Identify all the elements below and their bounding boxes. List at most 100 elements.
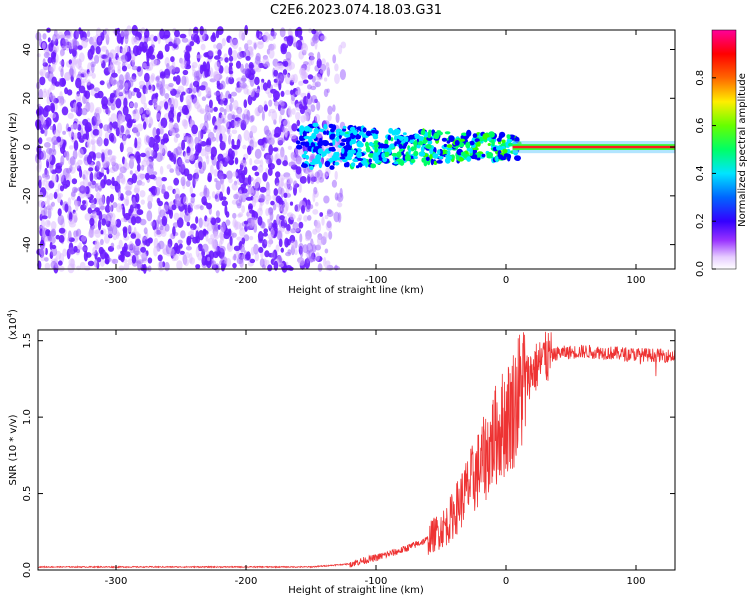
spectrogram-noise-cell: [68, 258, 76, 267]
spectrogram-noise-cell: [238, 30, 244, 40]
spectrogram-noise-cell: [180, 176, 186, 187]
spectrogram-noise-cell: [286, 223, 291, 232]
spectrogram-signal-cell: [309, 165, 314, 170]
spectrogram-noise-cell: [145, 172, 150, 181]
spectrogram-signal-cell: [303, 150, 308, 155]
spectrogram-noise-cell: [74, 162, 80, 169]
snr-series-line: [37, 331, 676, 569]
snr-x-tick-label: -300: [105, 576, 128, 587]
spectrogram-noise-cell: [117, 79, 124, 91]
spectrogram-noise-cell: [242, 68, 248, 75]
spectrogram-signal-cell: [446, 144, 453, 148]
spectrogram-noise-cell: [173, 37, 181, 46]
spectrogram-noise-cell: [159, 83, 164, 95]
spectrogram-noise-cell: [82, 133, 88, 140]
spectrogram-noise-cell: [138, 80, 145, 87]
spectrogram-noise-cell: [195, 264, 201, 269]
spectrogram-noise-cell: [155, 176, 163, 187]
spectrogram-signal-cell: [347, 149, 352, 156]
spectrogram-noise-cell: [250, 114, 255, 122]
colorbar: 0.0 0.2 0.4 0.6 0.8 Normalized spectral ampl…: [695, 29, 748, 277]
spectrogram-noise-cell: [253, 42, 257, 50]
spectrogram-noise-cell: [75, 230, 79, 237]
spectrogram-noise-cell: [303, 215, 309, 222]
spectrogram-noise-cell: [265, 208, 270, 217]
spectrogram-noise-cell: [207, 112, 211, 121]
spectrogram-noise-cell: [208, 50, 214, 57]
spectrogram-noise-cell: [181, 104, 189, 115]
spectrogram-noise-cell: [57, 31, 65, 39]
spectrogram-noise-cell: [40, 219, 46, 230]
spectrogram-signal-cell: [299, 125, 305, 133]
spectrogram-noise-cell: [175, 133, 180, 138]
spectrogram-noise-cell: [279, 106, 285, 116]
spectrogram-noise-cell: [257, 41, 264, 50]
spectrogram-noise-cell: [325, 260, 331, 266]
spectrogram-noise-cell: [172, 253, 179, 261]
spectrogram-noise-cell: [115, 232, 121, 237]
spectrogram-noise-cell: [140, 164, 145, 171]
spectrogram-signal-cell: [301, 153, 307, 159]
spectrogram-signal-cell: [309, 161, 316, 166]
spectrogram-signal-cell: [408, 134, 415, 140]
spectrogram-noise-cell: [130, 91, 136, 97]
spectrogram-signal-cell: [416, 144, 421, 149]
spectrogram-noise-cell: [252, 141, 258, 148]
spectrogram-noise-cell: [207, 237, 214, 245]
spectrogram-noise-cell: [228, 177, 233, 184]
spectrogram-noise-cell: [292, 241, 297, 250]
spectrogram-signal-cell: [410, 146, 415, 152]
spectrogram-noise-cell: [232, 212, 237, 219]
spectrogram-noise-cell: [310, 104, 316, 113]
spectrogram-noise-cell: [80, 185, 87, 195]
spectrogram-noise-cell: [140, 94, 146, 105]
spectrogram-noise-cell: [86, 30, 91, 38]
spectrogram-noise-cell: [92, 36, 96, 45]
spectrogram-signal-cell: [461, 132, 467, 137]
spectrogram-signal-cell: [417, 141, 424, 146]
spectrogram-noise-cell: [310, 54, 315, 66]
spectrogram-noise-cell: [223, 108, 227, 116]
spectrogram-noise-cell: [36, 163, 42, 173]
spectrogram-noise-cell: [168, 41, 174, 47]
spectrogram-noise-cell: [41, 228, 45, 238]
spectrogram-noise-cell: [153, 35, 158, 42]
spectrogram-noise-cell: [290, 89, 294, 96]
spectrogram-noise-cell: [134, 184, 141, 194]
spectrogram-noise-cell: [289, 201, 294, 206]
spectrogram-noise-cell: [65, 34, 71, 40]
spectrogram-noise-cell: [289, 234, 296, 244]
spectrogram-noise-cell: [178, 158, 183, 166]
spectrogram-noise-cell: [213, 169, 218, 177]
spectrogram-noise-cell: [101, 149, 105, 154]
spectrogram-noise-cell: [280, 43, 287, 53]
spectrogram-noise-cell: [153, 59, 161, 67]
spectrogram-noise-cell: [268, 144, 274, 156]
spectrogram-noise-cell: [198, 217, 203, 229]
spectrogram-noise-cell: [257, 164, 264, 173]
colorbar-label: Normalized spectral amplitude: [737, 73, 748, 227]
spectrogram-noise-cell: [114, 61, 121, 66]
spectrogram-noise-cell: [294, 249, 298, 256]
spectrogram-noise-cell: [100, 58, 104, 64]
spectrogram-noise-cell: [274, 100, 279, 110]
spectrogram-noise-cell: [125, 71, 130, 81]
spectrogram-signal-cell: [339, 131, 346, 136]
spectrogram-signal-cell: [488, 131, 495, 138]
spectrogram-noise-cell: [87, 230, 95, 238]
spectrogram-noise-cell: [292, 73, 298, 84]
spectrogram-noise-cell: [243, 129, 250, 141]
spectrogram-signal-cell: [365, 141, 369, 148]
spectrogram-noise-cell: [87, 72, 93, 77]
spectrogram-signal-cell: [318, 128, 325, 132]
spectrogram-noise-cell: [81, 37, 87, 43]
spectrogram-noise-cell: [323, 257, 327, 267]
spectrogram-noise-cell: [137, 137, 142, 145]
spectrogram-noise-cell: [50, 221, 57, 230]
spectrogram-noise-cell: [321, 216, 325, 226]
spectrogram-noise-cell: [280, 247, 284, 253]
spectrogram-noise-cell: [187, 204, 191, 214]
spectrogram-noise-cell: [202, 243, 209, 253]
spectrogram-noise-cell: [133, 88, 140, 93]
spectrogram-noise-cell: [189, 117, 193, 128]
